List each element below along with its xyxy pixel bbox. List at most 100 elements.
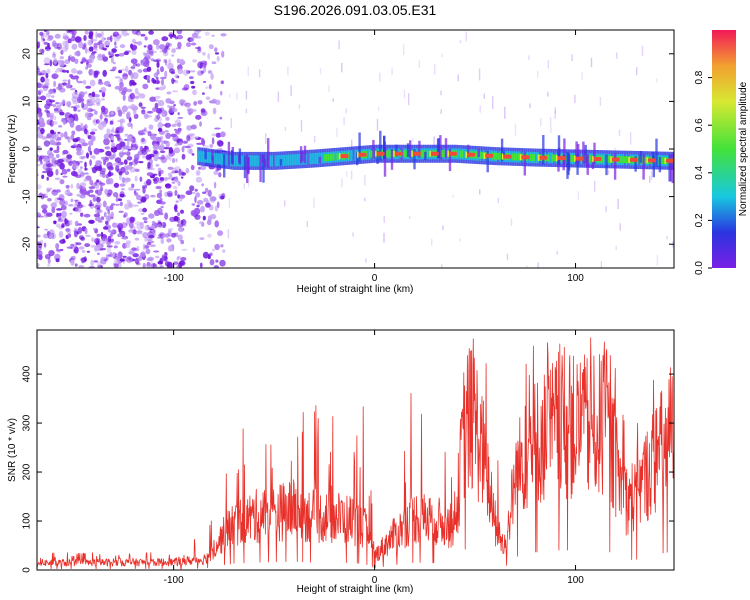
noise-speckle [88, 93, 92, 96]
noise-streak [618, 129, 621, 137]
ridge-peak-edge [592, 156, 594, 163]
noise-speckle [156, 114, 161, 120]
ridge-band-mid [293, 154, 296, 166]
noise-speckle [208, 84, 212, 90]
noise-speckle [181, 172, 187, 176]
noise-speckle [157, 236, 164, 239]
noise-streak [236, 92, 238, 100]
noise-speckle [178, 181, 181, 186]
noise-speckle [52, 43, 58, 47]
noise-speckle [45, 92, 52, 98]
noise-speckle [112, 127, 115, 132]
noise-speckle [220, 80, 224, 85]
noise-speckle [157, 260, 163, 265]
noise-speckle [192, 89, 197, 96]
noise-speckle [174, 74, 179, 79]
noise-streak [440, 109, 442, 114]
noise-speckle [89, 79, 96, 87]
ridge-striation [437, 138, 440, 159]
noise-speckle [77, 227, 83, 234]
noise-speckle [140, 251, 146, 258]
noise-speckle [180, 257, 187, 261]
ridge-band-high [571, 154, 574, 162]
ridge-striation [467, 144, 470, 158]
noise-speckle [100, 187, 104, 192]
y-tick-label: -20 [22, 237, 33, 252]
noise-speckle [171, 90, 179, 93]
noise-speckle [133, 41, 139, 44]
noise-speckle [111, 203, 116, 206]
noise-speckle [153, 181, 158, 184]
noise-speckle [213, 170, 219, 176]
noise-speckle [114, 46, 118, 49]
noise-speckle [182, 140, 188, 144]
noise-speckle [213, 181, 217, 189]
noise-speckle [176, 264, 182, 268]
noise-speckle [86, 152, 89, 159]
noise-speckle [69, 212, 73, 215]
ridge-band-high [370, 150, 373, 158]
noise-speckle [84, 30, 89, 35]
noise-speckle [177, 41, 182, 49]
noise-speckle [199, 63, 202, 69]
noise-speckle [121, 111, 125, 114]
ridge-band-mid [549, 152, 553, 164]
ridge-band-high [388, 150, 392, 158]
colorbar: 0.0 0.2 0.4 0.6 0.8 Normalized spectral ampl… [694, 30, 749, 275]
noise-speckle [74, 199, 78, 202]
noise-speckle [49, 99, 56, 103]
noise-speckle [56, 145, 60, 151]
noise-speckle [168, 174, 173, 180]
noise-speckle [62, 175, 68, 178]
noise-speckle [112, 34, 118, 37]
noise-speckle [80, 157, 84, 160]
noise-speckle [81, 58, 88, 63]
noise-speckle [144, 245, 150, 249]
noise-speckle [121, 187, 125, 191]
noise-speckle [153, 250, 160, 253]
ridge-peak-edge [646, 157, 648, 164]
noise-speckle [196, 204, 200, 208]
ridge-striation [563, 138, 566, 165]
ridge-striation [230, 150, 234, 164]
noise-speckle [88, 186, 96, 190]
ridge-peak [430, 151, 439, 156]
noise-streak [306, 221, 308, 228]
ridge-band-high [461, 150, 464, 158]
ridge-striation [591, 155, 595, 170]
noise-speckle [115, 133, 120, 139]
noise-speckle [118, 126, 124, 133]
noise-speckle [176, 223, 184, 228]
noise-speckle [202, 92, 205, 95]
noise-speckle [70, 184, 74, 189]
ridge-band-mid [200, 151, 203, 163]
noise-speckle [102, 120, 107, 128]
noise-speckle [150, 194, 156, 198]
noise-speckle [148, 167, 155, 171]
ridge-band-high [368, 150, 372, 158]
colorbar-tick-label: 0.2 [694, 213, 705, 227]
noise-speckle [47, 198, 52, 202]
noise-speckle [62, 33, 68, 40]
noise-speckle [93, 70, 100, 75]
noise-speckle [166, 238, 172, 243]
noise-speckle [142, 51, 146, 54]
noise-speckle [67, 38, 72, 44]
noise-speckle [121, 86, 128, 91]
noise-speckle [144, 194, 150, 200]
noise-speckle [106, 193, 112, 197]
noise-speckle [67, 30, 73, 33]
ridge-peak [539, 155, 548, 160]
noise-speckle [47, 257, 51, 264]
noise-speckle [185, 190, 193, 195]
noise-speckle [127, 98, 134, 103]
noise-speckle [43, 195, 48, 198]
noise-streak [258, 69, 261, 78]
noise-streak [666, 236, 668, 240]
noise-speckle [66, 246, 73, 249]
noise-speckle [179, 260, 186, 266]
noise-speckle [206, 219, 212, 226]
noise-speckle [117, 198, 123, 201]
ridge-band-high [602, 155, 605, 163]
ridge-striation [671, 154, 674, 184]
